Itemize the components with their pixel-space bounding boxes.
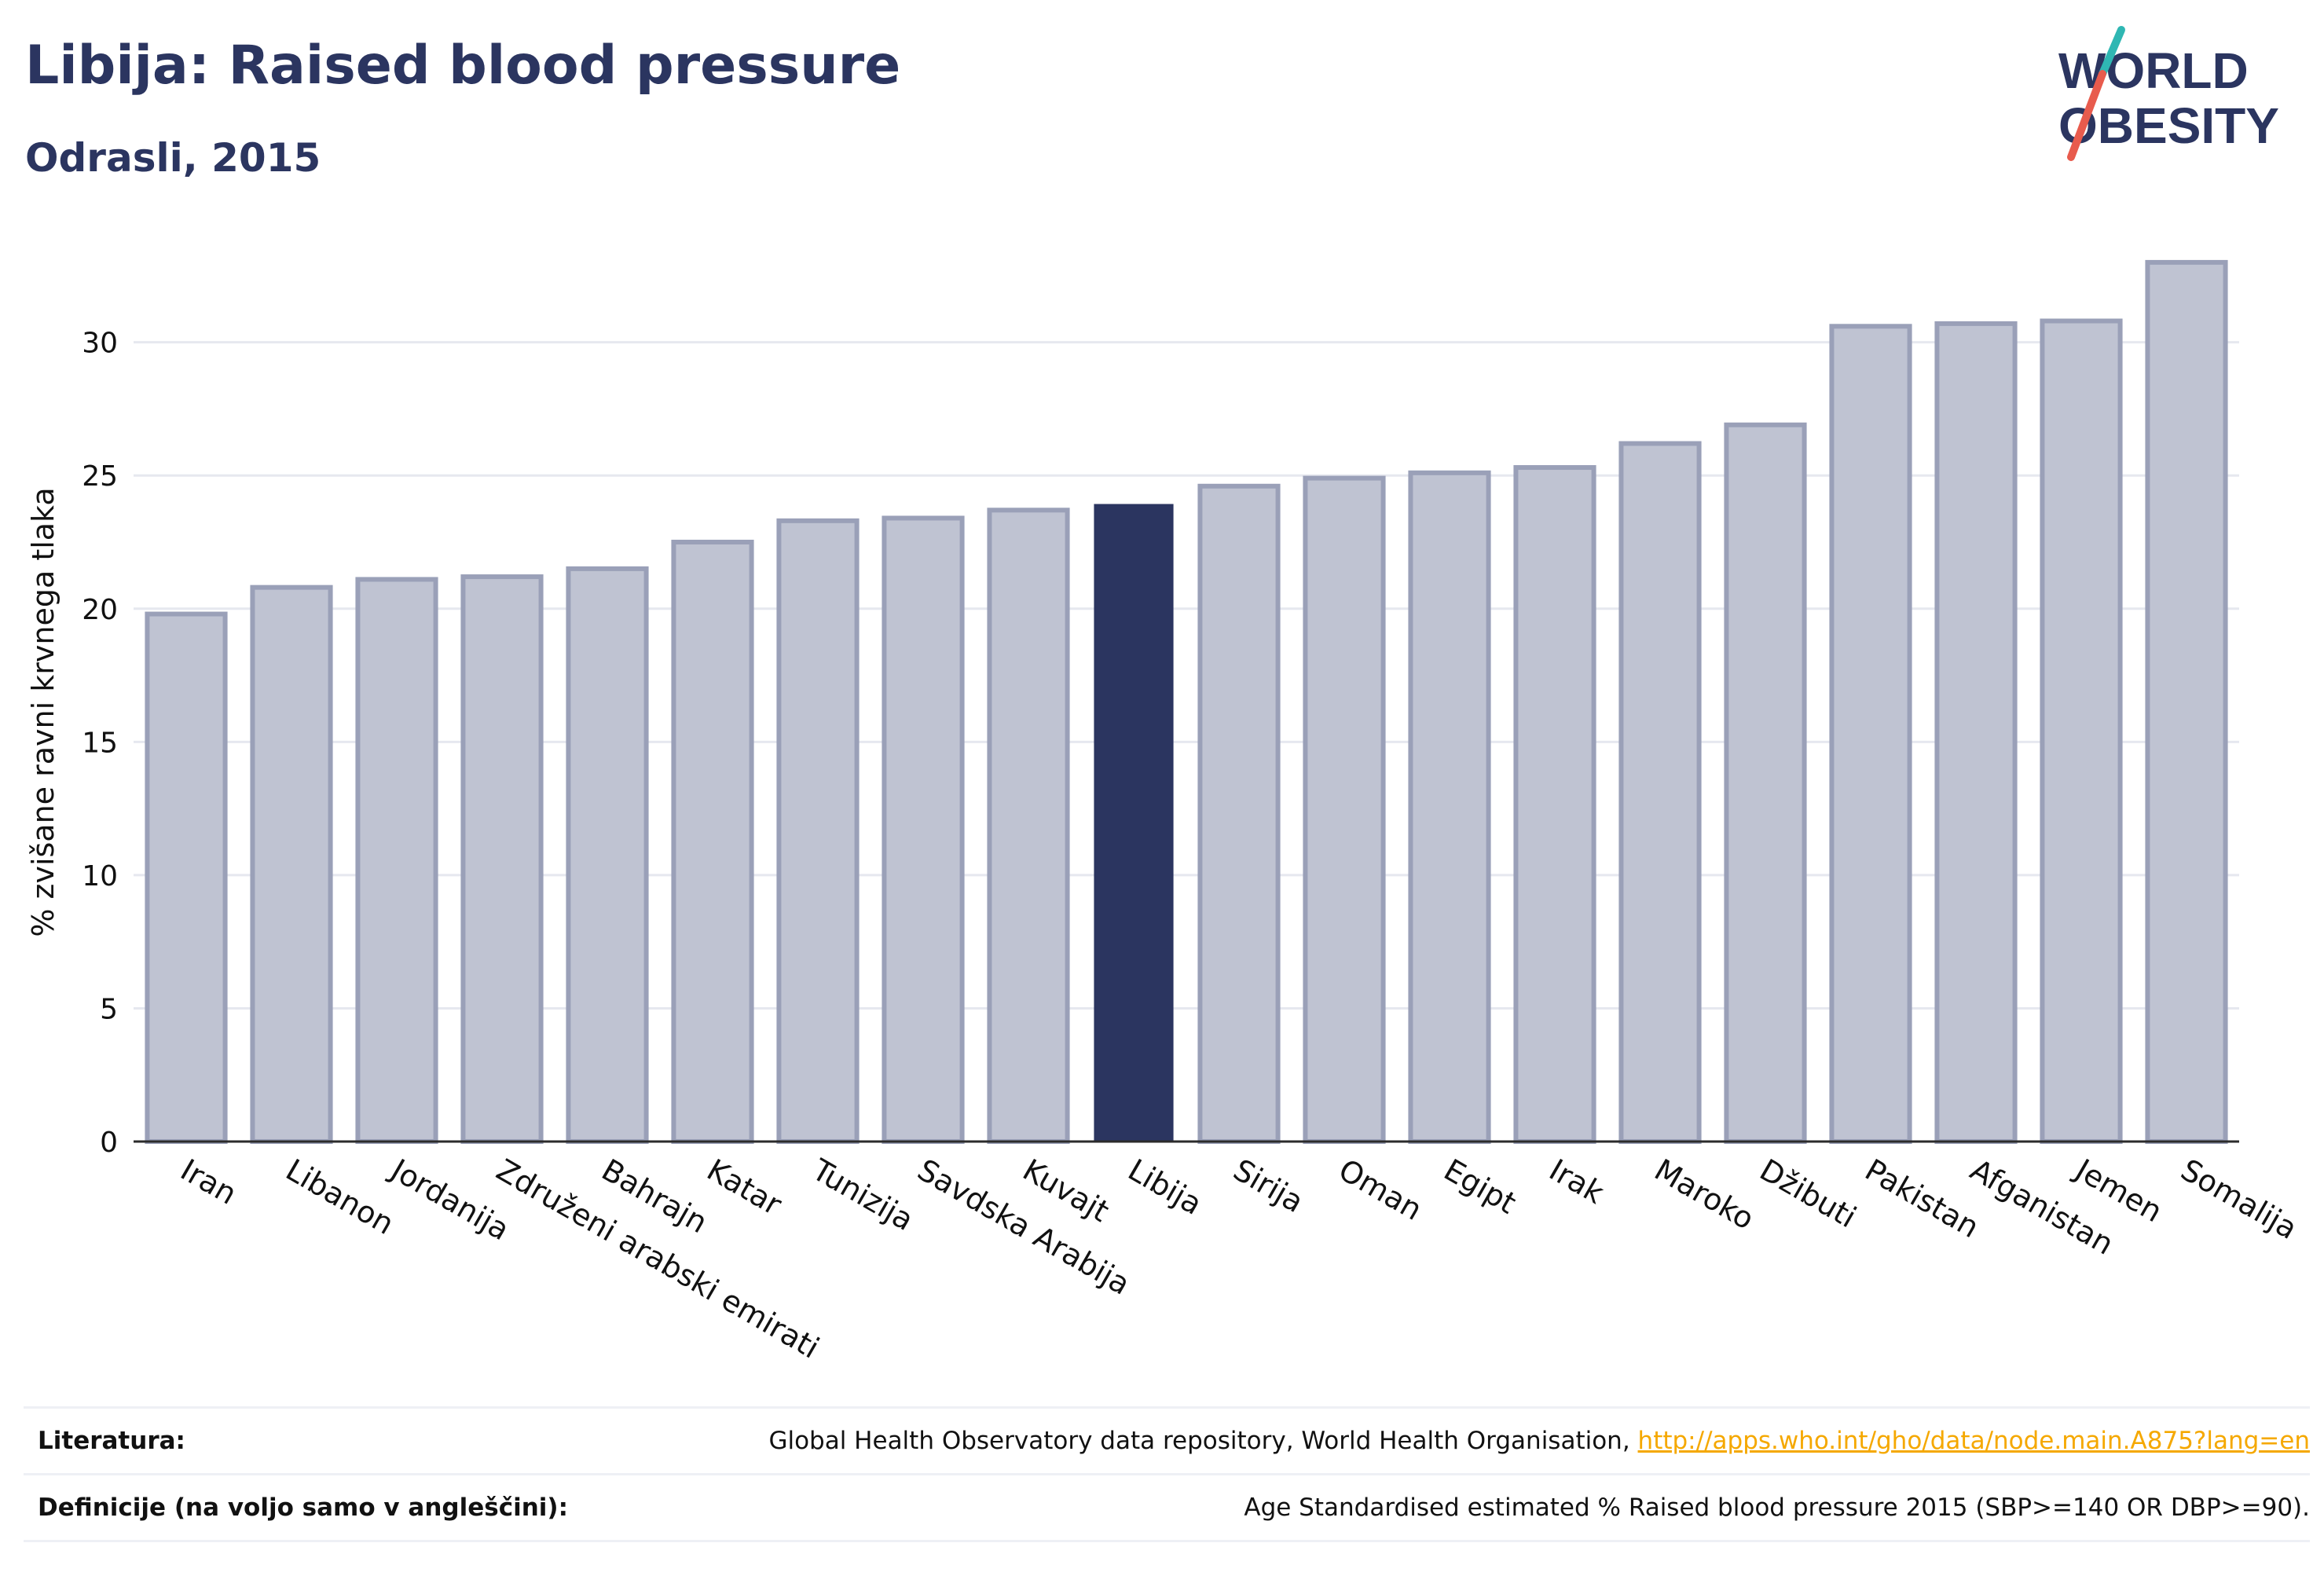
bar [776,518,860,1144]
y-tick-label: 15 [82,727,118,759]
x-tick-label: Tunizija [806,1152,920,1237]
y-axis: 0 5 10 15 20 25 30 [82,328,118,1159]
source-value: Global Health Observatory data repositor… [768,1427,2310,1455]
bar [1408,470,1491,1144]
bar [1829,324,1912,1144]
bar [2040,318,2123,1144]
bar [671,539,754,1144]
x-tick-label: Egipt [1439,1153,1523,1221]
bar [1513,465,1596,1144]
bar [2145,259,2228,1145]
source-link[interactable]: http://apps.who.int/gho/data/node.main.A… [1637,1427,2310,1455]
bar [1303,475,1386,1144]
footer: Literatura: Global Health Observatory da… [24,1406,2310,1542]
bar [1618,441,1702,1144]
definition-value: Age Standardised estimated % Raised bloo… [1244,1494,2310,1522]
x-tick-label: Libija [1123,1153,1208,1222]
y-tick-label: 30 [82,328,118,360]
logo-line1: WORLD [2058,42,2249,99]
logo-line2: OBESITY [2058,97,2279,154]
x-tick-label: Pakistan [1860,1153,1985,1245]
x-tick-label: Iran [175,1153,243,1211]
bar [460,574,544,1144]
footer-row-source: Literatura: Global Health Observatory da… [24,1406,2310,1473]
x-tick-label: Sirija [1228,1153,1310,1219]
definition-label: Definicije (na voljo samo v angleščini): [38,1494,568,1522]
bar [1724,422,1807,1144]
logo-slash-red [2067,70,2106,161]
x-tick-label: Jordanija [384,1152,515,1248]
x-tick-label: Maroko [1649,1153,1761,1237]
world-obesity-logo: WORLD OBESITY [2058,26,2279,161]
x-tick-label: Irak [1544,1153,1610,1211]
bar [1934,321,2018,1144]
footer-row-definition: Definicije (na voljo samo v angleščini):… [24,1473,2310,1542]
x-tick-label: Oman [1333,1153,1428,1227]
bar [987,508,1070,1144]
x-tick-label: Džibuti [1754,1153,1863,1235]
source-label: Literatura: [38,1427,185,1455]
source-text: Global Health Observatory data repositor… [768,1427,1638,1455]
y-tick-label: 5 [100,993,118,1025]
x-tick-label: Katar [702,1153,788,1222]
chart-title: Libija: Raised blood pressure [25,35,901,97]
x-tick-label: Libanon [280,1153,400,1241]
bar-highlight [1094,504,1174,1142]
bar [1197,483,1281,1144]
chart-subtitle: Odrasli, 2015 [25,135,321,181]
grid-lines [134,341,2239,1010]
y-axis-label: % zvišane ravni krvnega tlaka [26,487,60,936]
y-tick-label: 25 [82,460,118,493]
bars [145,259,2228,1145]
bar [566,566,649,1144]
bar [145,611,228,1144]
bar [250,585,333,1144]
x-tick-label: Somalija [2176,1153,2304,1246]
bar [882,515,965,1144]
y-tick-label: 10 [82,860,118,892]
y-tick-label: 0 [100,1127,118,1159]
logo-slash-teal [2099,26,2125,78]
y-tick-label: 20 [82,594,118,626]
bar [355,577,438,1144]
